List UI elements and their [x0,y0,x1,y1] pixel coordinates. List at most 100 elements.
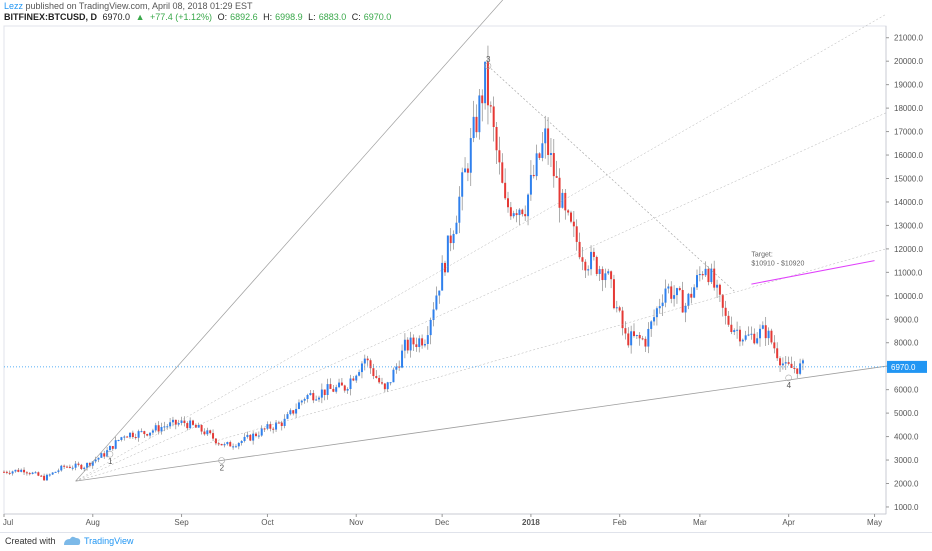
candle-body [799,363,802,374]
candle-body [555,176,558,178]
candle-body [292,410,295,414]
candle-body [272,428,275,430]
candle-body [226,442,229,445]
candle-body [618,307,621,311]
candle-body [403,339,406,351]
candle-body [655,308,658,318]
candle-body [444,262,446,273]
current-price-label: 6970.0 [891,363,916,372]
candle-body [678,288,681,290]
candle-body [670,286,673,299]
candle-body [661,302,664,307]
y-tick-label: 5000.0 [894,409,919,418]
y-tick-label: 3000.0 [894,456,919,465]
price-chart[interactable]: 1000.02000.03000.04000.05000.06000.07000… [0,0,932,532]
candle-body [166,426,169,428]
y-tick-label: 9000.0 [894,315,919,324]
candle-body [360,363,363,373]
candle-body [200,425,203,432]
candle-body [449,235,452,244]
candle-body [14,469,17,472]
candle-body [312,393,315,401]
candle-body [595,256,598,274]
candle-body [163,426,166,428]
candle-body [100,453,103,458]
candle-body [718,284,721,295]
candle-body [653,317,656,322]
candle-body [140,431,143,433]
candle-body [438,290,441,296]
candle-body [690,293,693,298]
chart-header: Lezz published on TradingView.com, April… [0,0,932,24]
candle-body [306,395,309,399]
y-tick-label: 12000.0 [894,245,923,254]
candle-body [598,269,601,274]
x-tick-label: 2018 [522,518,540,527]
y-tick-label: 19000.0 [894,81,923,90]
author-link[interactable]: Lezz [4,1,24,11]
candle-body [260,428,263,436]
candle-body [509,207,512,217]
candle-body [412,337,415,345]
candle-body [458,196,461,223]
candle-body [252,433,255,441]
symbol-label: BITFINEX:BTCUSD, D [4,12,97,22]
candle-body [129,432,131,438]
candle-body [544,128,547,144]
candle-body [383,383,386,390]
candle-body [203,431,206,435]
wave-label: 2 [220,464,225,473]
candle-body [658,306,661,309]
candle-body [51,472,54,475]
candle-body [206,430,209,435]
wave-label: 3 [486,55,491,64]
candle-body [363,358,366,364]
candle-body [88,463,91,466]
candle-body [604,273,607,281]
candle-body [567,210,570,213]
candle-body [355,375,358,381]
candle-body [547,128,550,155]
support-trendline [75,365,887,482]
candle-body [647,328,650,347]
candle-body [126,436,129,438]
x-tick-label: Apr [782,518,795,527]
candle-body [681,289,684,313]
candle-body [518,209,521,216]
candle-body [612,279,615,309]
candle-body [212,433,215,439]
candle-body [386,382,389,390]
candle-body [446,235,449,273]
candle-body [280,422,283,426]
candle-body [784,362,787,364]
candle-body [37,472,40,476]
candle-body [157,425,160,432]
candle-body [335,387,338,392]
current-price-tag [887,360,927,373]
candle-body [154,425,157,431]
candle-body [592,251,595,257]
candle-body [28,473,31,475]
candle-body [151,430,154,433]
candle-body [177,422,180,425]
candle-body [3,471,5,473]
candle-body [781,363,784,366]
y-tick-label: 8000.0 [894,339,919,348]
candle-body [721,294,724,308]
candle-body [131,432,134,438]
y-tick-label: 20000.0 [894,57,923,66]
candle-body [750,333,753,335]
fan-line-3 [75,112,887,482]
candle-body [8,472,11,474]
candle-body [423,343,426,346]
candle-body [5,471,8,473]
candle-body [283,418,286,426]
candle-body [381,382,383,384]
candle-body [590,251,593,270]
tradingview-brand[interactable]: TradingView [84,536,134,546]
candle-body [303,398,306,401]
publish-text: published on TradingView.com, April 08, … [25,1,253,11]
candle-body [326,384,329,396]
candle-body [507,198,509,208]
target-line [751,260,875,285]
